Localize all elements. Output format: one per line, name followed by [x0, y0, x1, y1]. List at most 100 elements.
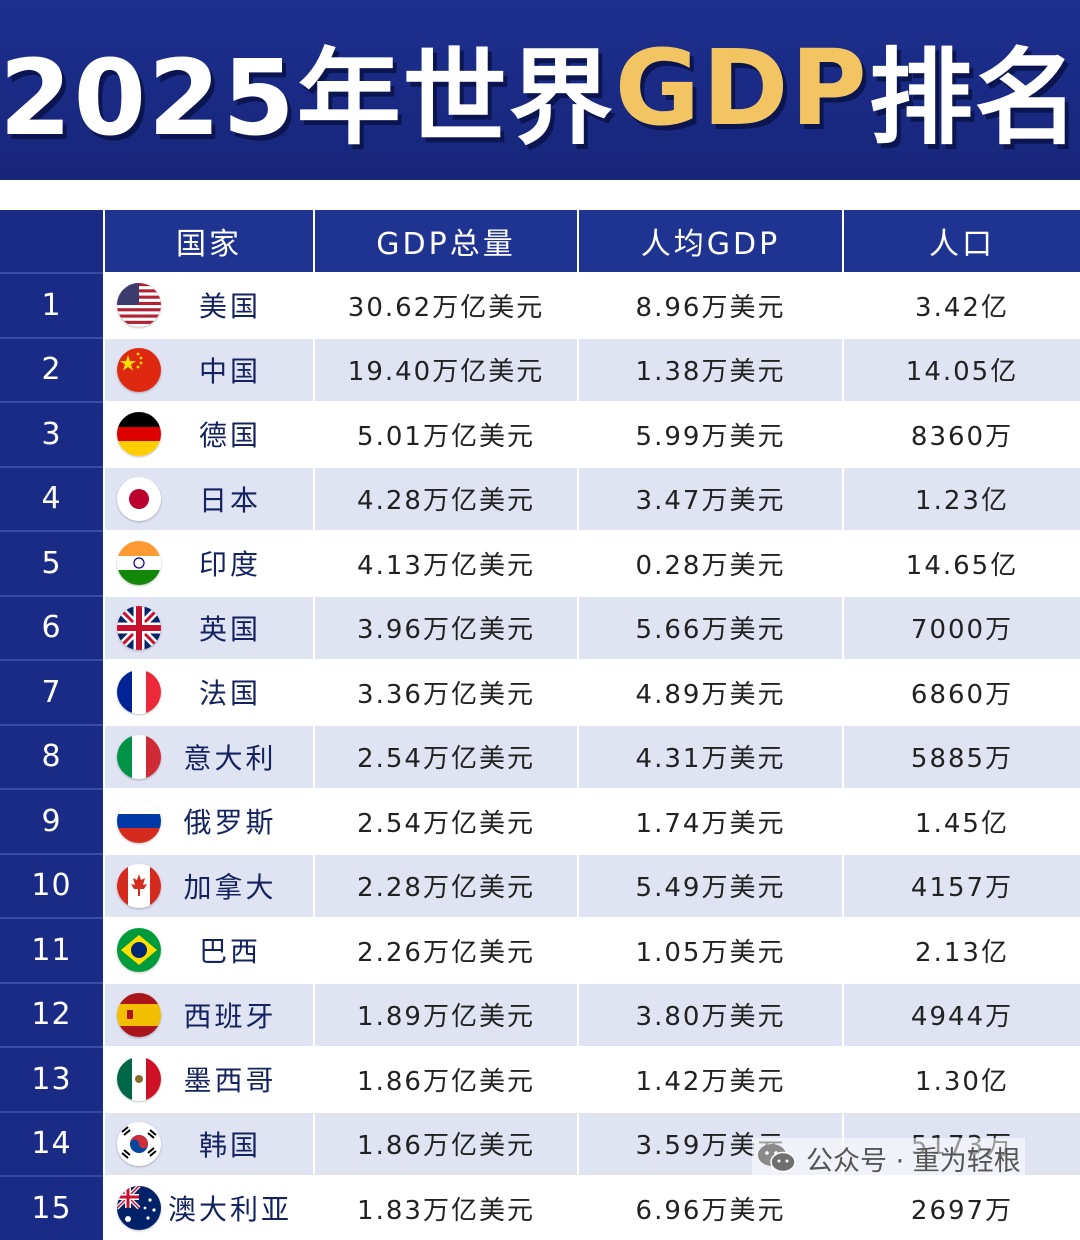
population-cell: 4944万	[843, 981, 1080, 1047]
rank-cell: 11	[0, 917, 105, 983]
country-name: 印度	[198, 548, 261, 582]
country-name: 韩国	[198, 1128, 261, 1162]
table-row: 3 德国 5.01万亿美元 5.99万美元 8360万	[0, 401, 1080, 467]
country-name: 巴西	[198, 935, 261, 969]
country-cell: 墨西哥	[104, 1046, 315, 1112]
watermark-text: 公众号 · 重为轻根	[806, 1145, 1021, 1177]
table-row: 1 美国 30.62万亿美元 8.96万美元 3.42亿	[0, 272, 1080, 338]
canada-flag-icon	[117, 863, 161, 908]
page-title: 2025年世界 GDP 排名	[0, 18, 1080, 159]
table-row: 11 巴西 2.26万亿美元 1.05万美元 2.13亿	[0, 917, 1080, 983]
header-rank	[0, 210, 105, 273]
country-cell: 巴西	[104, 917, 315, 983]
gdp-ranking-table: 国家 GDP总量 人均GDP 人口 1 美国 30.62万亿美元 8.96万美元 3.4…	[0, 210, 1080, 1240]
rank-cell: 3	[0, 401, 105, 467]
country-cell: 中国	[104, 336, 315, 402]
country-cell: 法国	[104, 659, 315, 725]
rank-cell: 13	[0, 1046, 105, 1112]
wechat-icon	[758, 1144, 796, 1173]
russia-flag-icon	[117, 799, 161, 844]
table-row: 9 俄罗斯 2.54万亿美元 1.74万美元 1.45亿	[0, 788, 1080, 854]
population-cell: 5885万	[843, 723, 1080, 789]
per-capita-cell: 5.66万美元	[578, 594, 844, 660]
gdp-cell: 2.54万亿美元	[314, 723, 579, 789]
gdp-cell: 1.83万亿美元	[314, 1175, 579, 1240]
per-capita-cell: 1.38万美元	[578, 336, 844, 402]
title-highlight: GDP	[614, 27, 869, 149]
per-capita-cell: 3.47万美元	[578, 465, 844, 531]
rank-cell: 6	[0, 594, 105, 660]
per-capita-cell: 1.42万美元	[578, 1046, 844, 1112]
gdp-cell: 19.40万亿美元	[314, 336, 579, 402]
population-cell: 14.65亿	[843, 530, 1080, 596]
country-cell: 英国	[104, 594, 315, 660]
country-name: 美国	[198, 290, 261, 324]
table-row: 8 意大利 2.54万亿美元 4.31万美元 5885万	[0, 723, 1080, 789]
header-gdp: GDP总量	[314, 210, 579, 273]
population-cell: 4157万	[843, 852, 1080, 918]
country-name: 西班牙	[183, 999, 277, 1033]
country-cell: 德国	[104, 401, 315, 467]
gdp-cell: 2.28万亿美元	[314, 852, 579, 918]
table-row: 2 中国 19.40万亿美元 1.38万美元 14.05亿	[0, 336, 1080, 402]
country-cell: 俄罗斯	[104, 788, 315, 854]
gdp-cell: 30.62万亿美元	[314, 272, 579, 338]
gdp-cell: 3.96万亿美元	[314, 594, 579, 660]
rank-cell: 2	[0, 336, 105, 402]
population-cell: 2.13亿	[843, 917, 1080, 983]
rank-cell: 9	[0, 788, 105, 854]
mexico-flag-icon	[117, 1057, 161, 1102]
country-cell: 日本	[104, 465, 315, 531]
per-capita-cell: 8.96万美元	[578, 272, 844, 338]
country-cell: 加拿大	[104, 852, 315, 918]
brazil-flag-icon	[117, 928, 161, 973]
per-capita-cell: 4.31万美元	[578, 723, 844, 789]
gdp-cell: 3.36万亿美元	[314, 659, 579, 725]
header-per-capita: 人均GDP	[578, 210, 844, 273]
population-cell: 8360万	[843, 401, 1080, 467]
rank-cell: 5	[0, 530, 105, 596]
japan-flag-icon	[117, 476, 161, 521]
rank-cell: 15	[0, 1175, 105, 1240]
table-row: 6 英国 3.96万亿美元 5.66万美元 7000万	[0, 594, 1080, 660]
population-cell: 2697万	[843, 1175, 1080, 1240]
population-cell: 7000万	[843, 594, 1080, 660]
population-cell: 1.30亿	[843, 1046, 1080, 1112]
per-capita-cell: 5.49万美元	[578, 852, 844, 918]
title-part1: 2025年世界	[0, 36, 615, 159]
australia-flag-icon	[117, 1186, 161, 1231]
italy-flag-icon	[117, 734, 161, 779]
title-part2: 排名	[868, 36, 1080, 159]
country-name: 日本	[198, 483, 261, 517]
country-name: 俄罗斯	[183, 806, 277, 840]
per-capita-cell: 3.80万美元	[578, 981, 844, 1047]
india-flag-icon	[117, 541, 161, 586]
country-name: 法国	[198, 677, 261, 711]
table-header-row: 国家 GDP总量 人均GDP 人口	[0, 210, 1080, 273]
watermark: 公众号 · 重为轻根	[752, 1138, 1025, 1178]
country-name: 墨西哥	[183, 1064, 277, 1098]
population-cell: 6860万	[843, 659, 1080, 725]
per-capita-cell: 5.99万美元	[578, 401, 844, 467]
us-flag-icon	[117, 283, 161, 328]
table-row: 5 印度 4.13万亿美元 0.28万美元 14.65亿	[0, 530, 1080, 596]
country-name: 德国	[198, 419, 261, 453]
title-banner	[0, 0, 1080, 180]
spain-flag-icon	[117, 992, 161, 1037]
gdp-cell: 5.01万亿美元	[314, 401, 579, 467]
rank-cell: 14	[0, 1110, 105, 1176]
country-name: 英国	[198, 612, 261, 646]
per-capita-cell: 4.89万美元	[578, 659, 844, 725]
country-cell: 美国	[104, 272, 315, 338]
uk-flag-icon	[117, 605, 161, 650]
table-row: 4 日本 4.28万亿美元 3.47万美元 1.23亿	[0, 465, 1080, 531]
table-row: 12 西班牙 1.89万亿美元 3.80万美元 4944万	[0, 981, 1080, 1047]
country-name: 澳大利亚	[167, 1193, 292, 1227]
germany-flag-icon	[117, 412, 161, 457]
country-cell: 韩国	[104, 1110, 315, 1176]
per-capita-cell: 0.28万美元	[578, 530, 844, 596]
rank-cell: 10	[0, 852, 105, 918]
per-capita-cell: 1.05万美元	[578, 917, 844, 983]
rank-cell: 12	[0, 981, 105, 1047]
gdp-cell: 2.26万亿美元	[314, 917, 579, 983]
